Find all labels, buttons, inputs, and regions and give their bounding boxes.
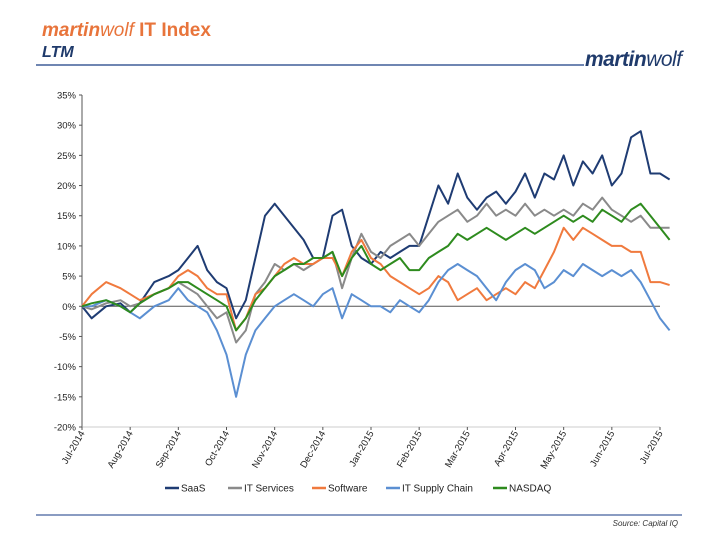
y-tick-label: 20% [57,181,77,192]
x-tick-label: Mar-2015 [443,429,473,470]
source-note: Source: Capital IQ [612,519,678,528]
footer-rule [36,514,682,516]
y-tick-label: 35% [57,91,77,102]
y-tick-label: 30% [57,121,77,132]
chart-axes: -20% -15% -10% -5% 0% 5% 10% 15% 20% 25% 30% 35% Jul… [54,91,666,472]
x-tick-label: Apr-2015 [492,429,521,468]
series-line-saas [81,130,671,320]
x-tick-label: Sep-2014 [154,429,184,470]
y-tick-label: 10% [57,241,77,252]
series-line-it-supply-chain [82,263,671,398]
x-tick-label: Jul-2015 [638,429,666,466]
y-tick-label: -15% [54,392,77,403]
x-tick-label: Nov-2014 [250,429,280,470]
legend-label-nasdaq: NASDAQ [509,484,551,495]
header-rule [36,64,584,66]
logo-light: wolf [646,48,682,71]
title-brand-light: wolf [100,20,134,41]
y-tick-label: -10% [54,362,77,373]
series-line-it-services [81,196,670,344]
series-line-nasdaq [81,202,671,332]
y-tick-label: 0% [62,302,76,313]
legend-label-saas: SaaS [181,484,206,495]
chart-subtitle: LTM [42,44,74,61]
x-tick-label: Jun-2015 [588,429,617,469]
legend-label-software: Software [328,484,368,495]
chart-series [81,130,671,398]
x-tick-label: Dec-2014 [298,429,328,470]
company-logo: martinwolf [585,48,682,72]
y-tick-label: -20% [54,423,77,434]
legend-label-it-services: IT Services [244,484,294,495]
series-line-software [81,226,670,332]
y-tick-label: 25% [57,151,77,162]
logo-bold: martin [585,48,647,71]
chart-title: martinwolf IT Index [42,20,211,42]
x-tick-label: Jul-2014 [60,429,88,466]
y-tick-label: -5% [59,332,76,343]
title-brand-bold: martin [42,20,101,41]
chart-legend: SaaS IT Services Software IT Supply Chain NA… [165,484,551,495]
x-tick-label: Oct-2014 [203,429,232,468]
legend-label-it-supply-chain: IT Supply Chain [402,484,473,495]
y-tick-label: 15% [57,211,77,222]
x-tick-label: May-2015 [539,429,570,471]
x-tick-label: Aug-2014 [106,429,136,470]
x-tick-label: Jan-2015 [347,429,376,469]
title-rest: IT Index [133,20,211,41]
y-tick-label: 5% [62,272,76,283]
x-tick-label: Feb-2015 [395,429,425,470]
